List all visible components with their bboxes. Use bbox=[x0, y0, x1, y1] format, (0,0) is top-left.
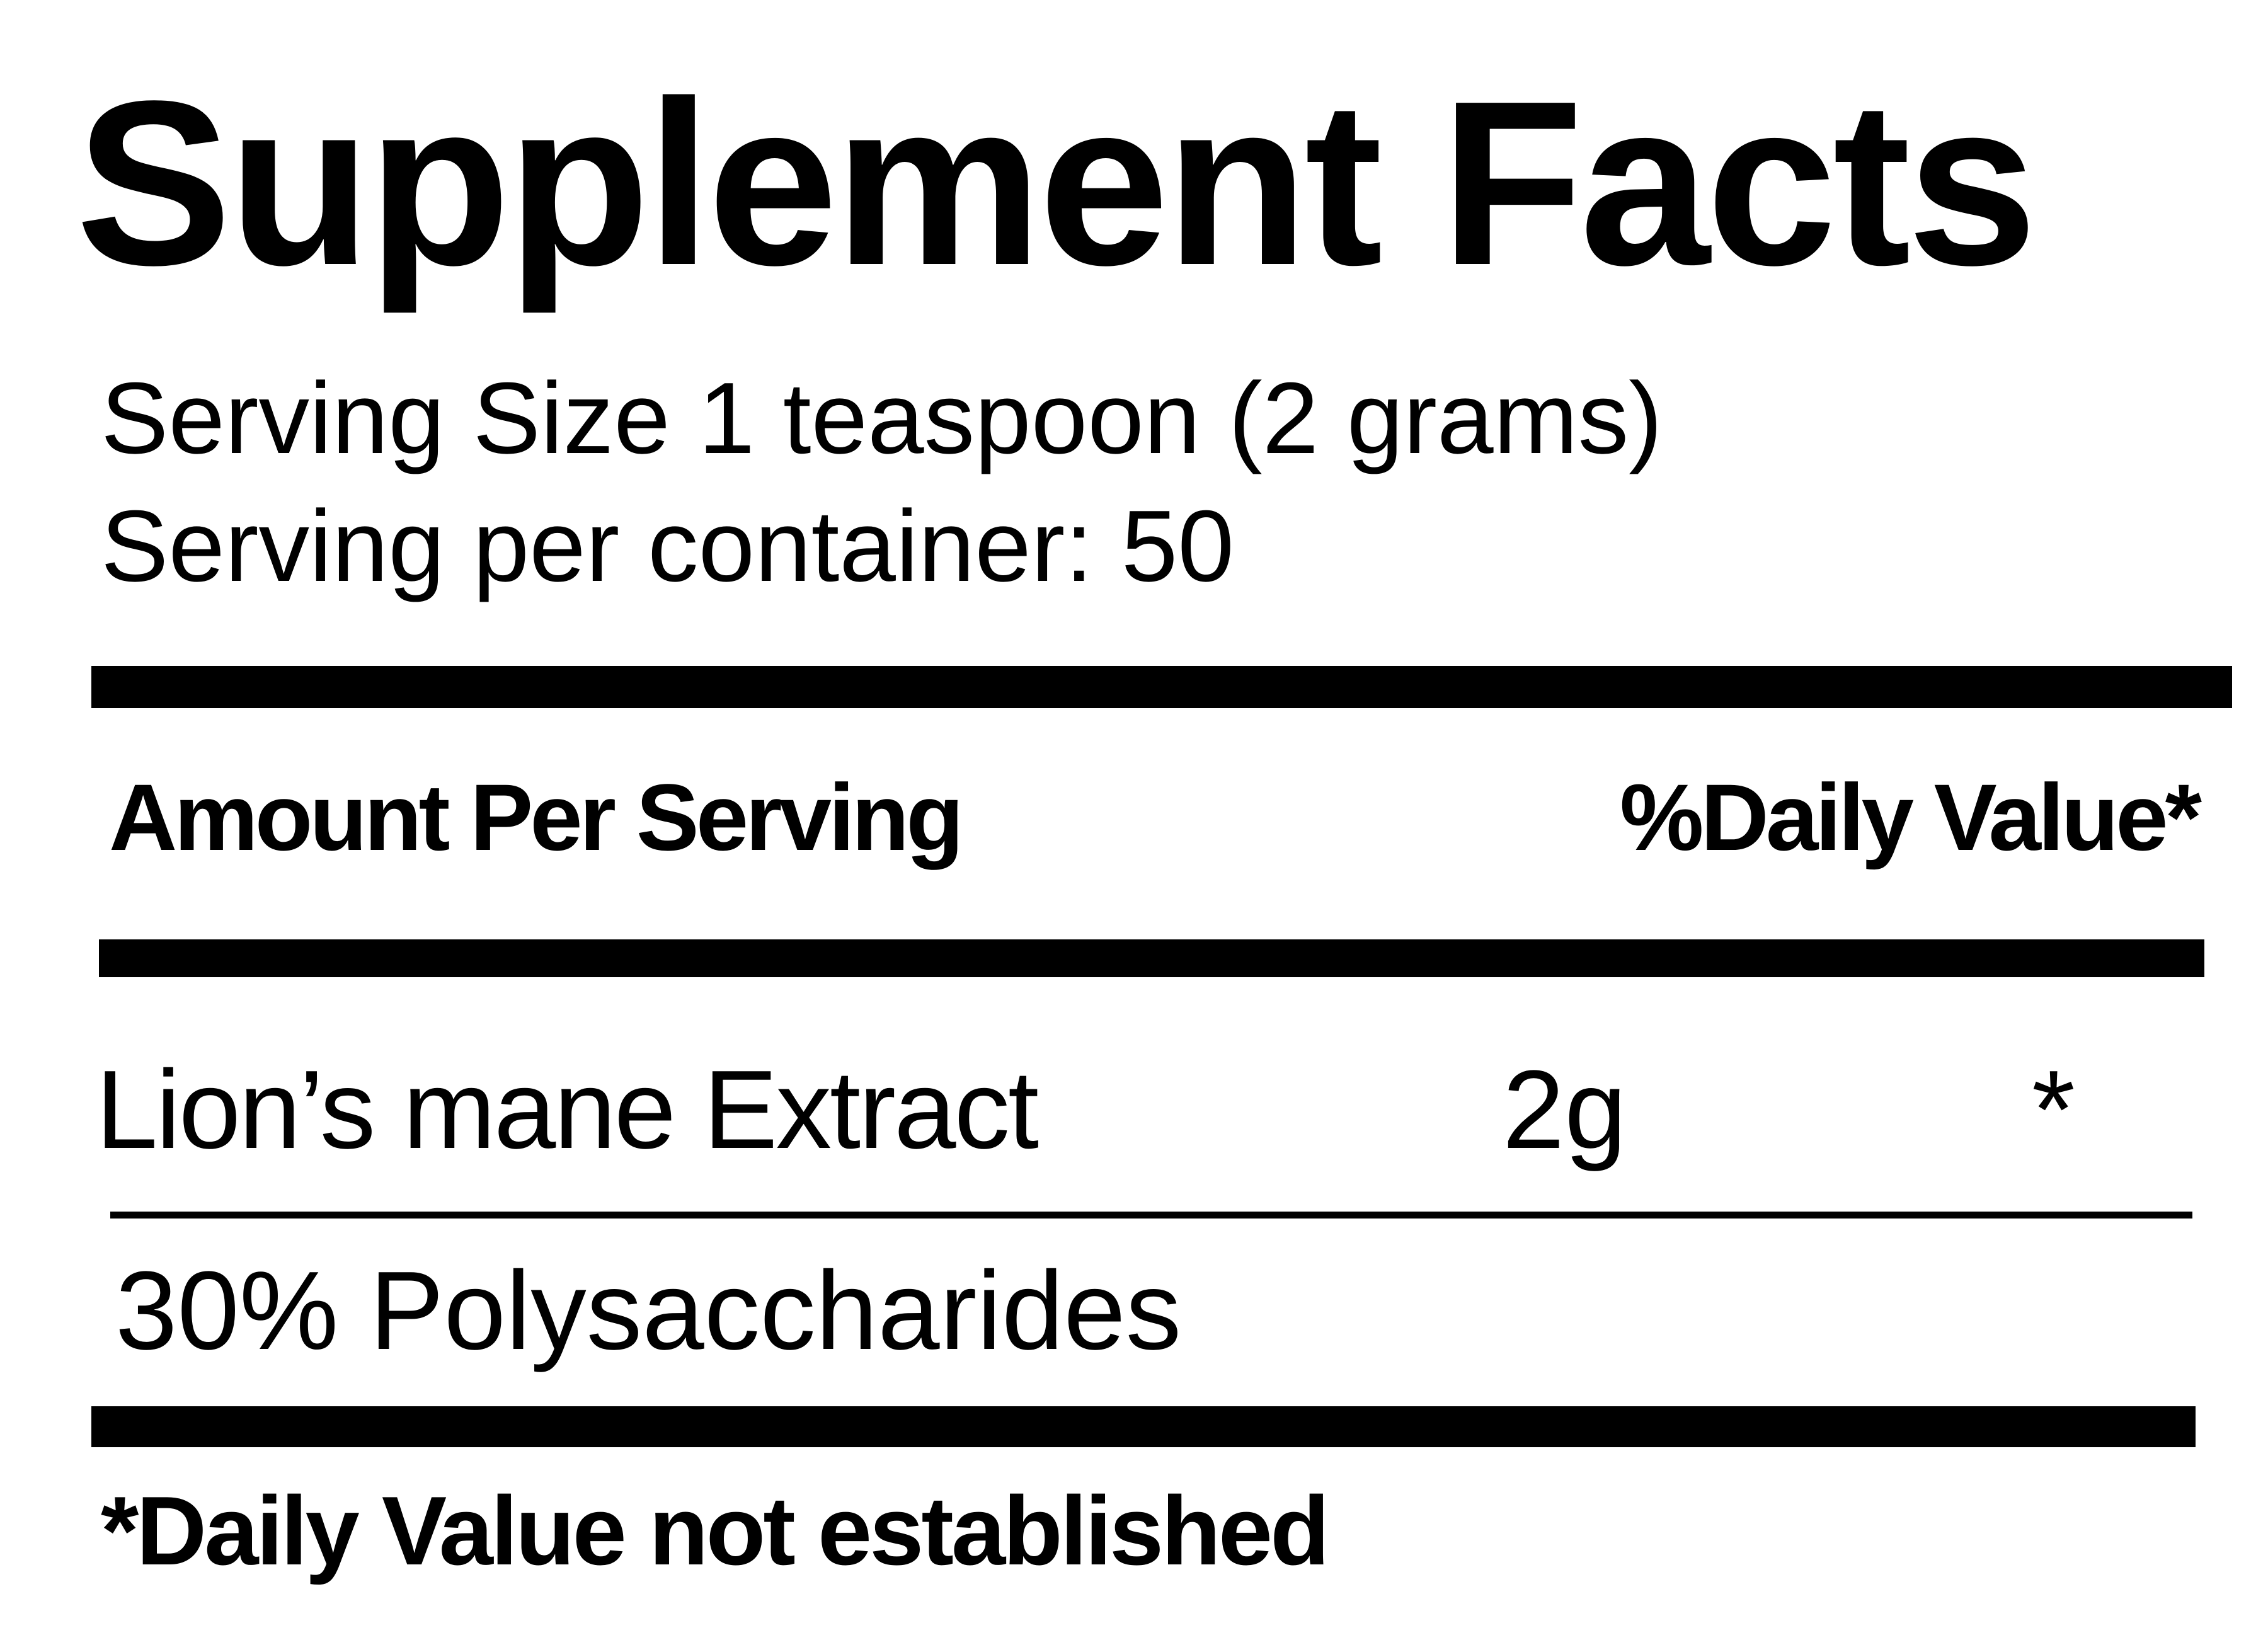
thick-divider bbox=[91, 666, 2232, 708]
ingredient-amount: 2g bbox=[1503, 1047, 1627, 1172]
thick-divider bbox=[91, 1406, 2196, 1447]
thin-divider bbox=[110, 1212, 2192, 1219]
sub-ingredient: 30% Polysaccharides bbox=[115, 1248, 1182, 1373]
amount-per-serving-header: Amount Per Serving bbox=[109, 764, 964, 870]
daily-value-header: %Daily Value* bbox=[1620, 764, 2202, 870]
ingredient-name: Lion’s mane Extract bbox=[96, 1047, 1039, 1172]
thick-divider bbox=[99, 939, 2204, 977]
ingredient-daily-value: * bbox=[2032, 1047, 2075, 1172]
serving-size: Serving Size 1 teaspoon (2 grams) bbox=[101, 362, 1663, 475]
servings-per-container: Serving per container: 50 bbox=[101, 490, 1234, 603]
label-title: Supplement Facts bbox=[76, 52, 2037, 314]
footnote: *Daily Value not established bbox=[101, 1476, 1330, 1585]
